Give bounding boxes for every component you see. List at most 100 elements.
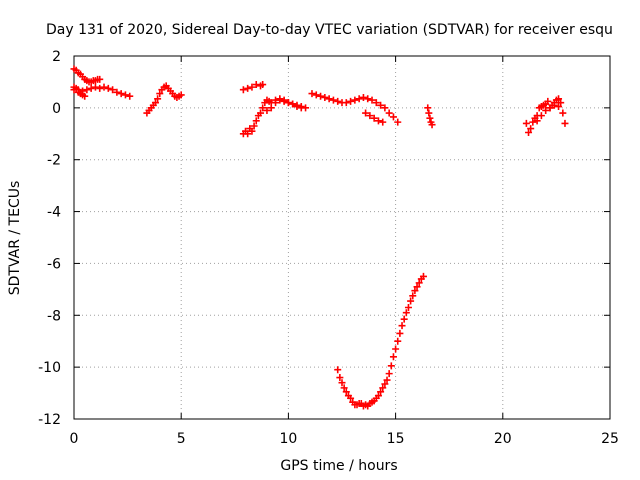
data-point — [252, 81, 260, 89]
data-point — [368, 96, 376, 104]
x-axis-label: GPS time / hours — [280, 458, 397, 474]
data-point — [402, 309, 410, 317]
data-point — [366, 112, 374, 120]
data-point — [424, 104, 432, 112]
data-point — [154, 95, 162, 103]
data-point — [381, 104, 389, 112]
data-point — [364, 95, 372, 103]
data-point — [109, 86, 117, 94]
data-point — [104, 84, 112, 92]
data-point — [351, 96, 359, 104]
grid-layer — [74, 56, 610, 419]
data-point — [374, 117, 382, 125]
data-point — [325, 95, 333, 103]
data-point — [555, 103, 563, 111]
data-point — [244, 130, 252, 138]
data-point — [537, 112, 545, 120]
data-point — [248, 83, 256, 91]
x-tick-label: 25 — [601, 431, 619, 447]
data-point — [244, 84, 252, 92]
data-point — [334, 97, 342, 105]
data-point — [100, 83, 108, 91]
plot-frame — [73, 55, 611, 420]
y-tick-label: -10 — [38, 360, 61, 376]
data-point — [250, 122, 258, 130]
data-point — [252, 117, 260, 125]
data-point — [561, 119, 569, 127]
data-point — [259, 104, 267, 112]
data-point — [411, 287, 419, 295]
data-point — [91, 83, 99, 91]
data-point — [340, 384, 348, 392]
x-tick-label: 20 — [494, 431, 512, 447]
data-point — [415, 279, 423, 287]
chart-title: Day 131 of 2020, Sidereal Day-to-day VTE… — [46, 22, 613, 38]
data-point — [362, 109, 370, 117]
data-point — [293, 103, 301, 111]
data-point — [525, 128, 533, 136]
data-point — [389, 113, 397, 121]
data-point — [527, 125, 535, 133]
data-point — [96, 84, 104, 92]
data-point — [289, 100, 297, 108]
data-point — [555, 95, 563, 103]
data-point — [404, 304, 412, 312]
data-point — [374, 392, 382, 400]
data-point — [259, 81, 267, 89]
data-point — [317, 92, 325, 100]
data-point — [308, 90, 316, 98]
x-tick-label: 15 — [387, 431, 405, 447]
data-point — [389, 353, 397, 361]
data-point — [239, 86, 247, 94]
data-point — [284, 99, 292, 107]
data-point — [370, 114, 378, 122]
data-point — [177, 91, 185, 99]
data-point — [156, 90, 164, 98]
data-point — [342, 99, 350, 107]
data-point — [398, 322, 406, 330]
data-point — [383, 376, 391, 384]
data-point — [409, 292, 417, 300]
data-point — [342, 388, 350, 396]
data-point — [419, 272, 427, 280]
data-point — [312, 91, 320, 99]
y-tick-label: -2 — [47, 153, 61, 169]
data-point — [387, 362, 395, 370]
data-point — [336, 374, 344, 382]
data-point — [96, 75, 104, 83]
data-point — [329, 96, 337, 104]
data-point — [533, 117, 541, 125]
data-point — [381, 380, 389, 388]
data-point — [113, 88, 121, 96]
data-point — [81, 92, 89, 100]
data-point — [394, 337, 402, 345]
data-point — [72, 84, 80, 92]
x-tick-label: 10 — [279, 431, 297, 447]
data-point — [151, 99, 159, 107]
data-points — [70, 65, 569, 410]
data-point — [248, 127, 256, 135]
y-tick-label: 0 — [52, 101, 61, 117]
data-point — [263, 106, 271, 114]
data-point — [257, 109, 265, 117]
data-point — [338, 379, 346, 387]
data-point — [379, 384, 387, 392]
data-point — [385, 370, 393, 378]
data-point — [377, 388, 385, 396]
data-point — [379, 118, 387, 126]
data-point — [359, 93, 367, 101]
data-point — [372, 99, 380, 107]
data-point — [407, 297, 415, 305]
data-point — [550, 101, 558, 109]
data-point — [394, 118, 402, 126]
data-point — [529, 118, 537, 126]
y-tick-label: -6 — [47, 256, 61, 272]
data-point — [83, 86, 91, 94]
data-point — [276, 96, 284, 104]
y-axis-label: SDTVAR / TECUs — [7, 181, 23, 296]
data-point — [87, 84, 95, 92]
data-point — [355, 95, 363, 103]
data-point — [428, 121, 436, 129]
